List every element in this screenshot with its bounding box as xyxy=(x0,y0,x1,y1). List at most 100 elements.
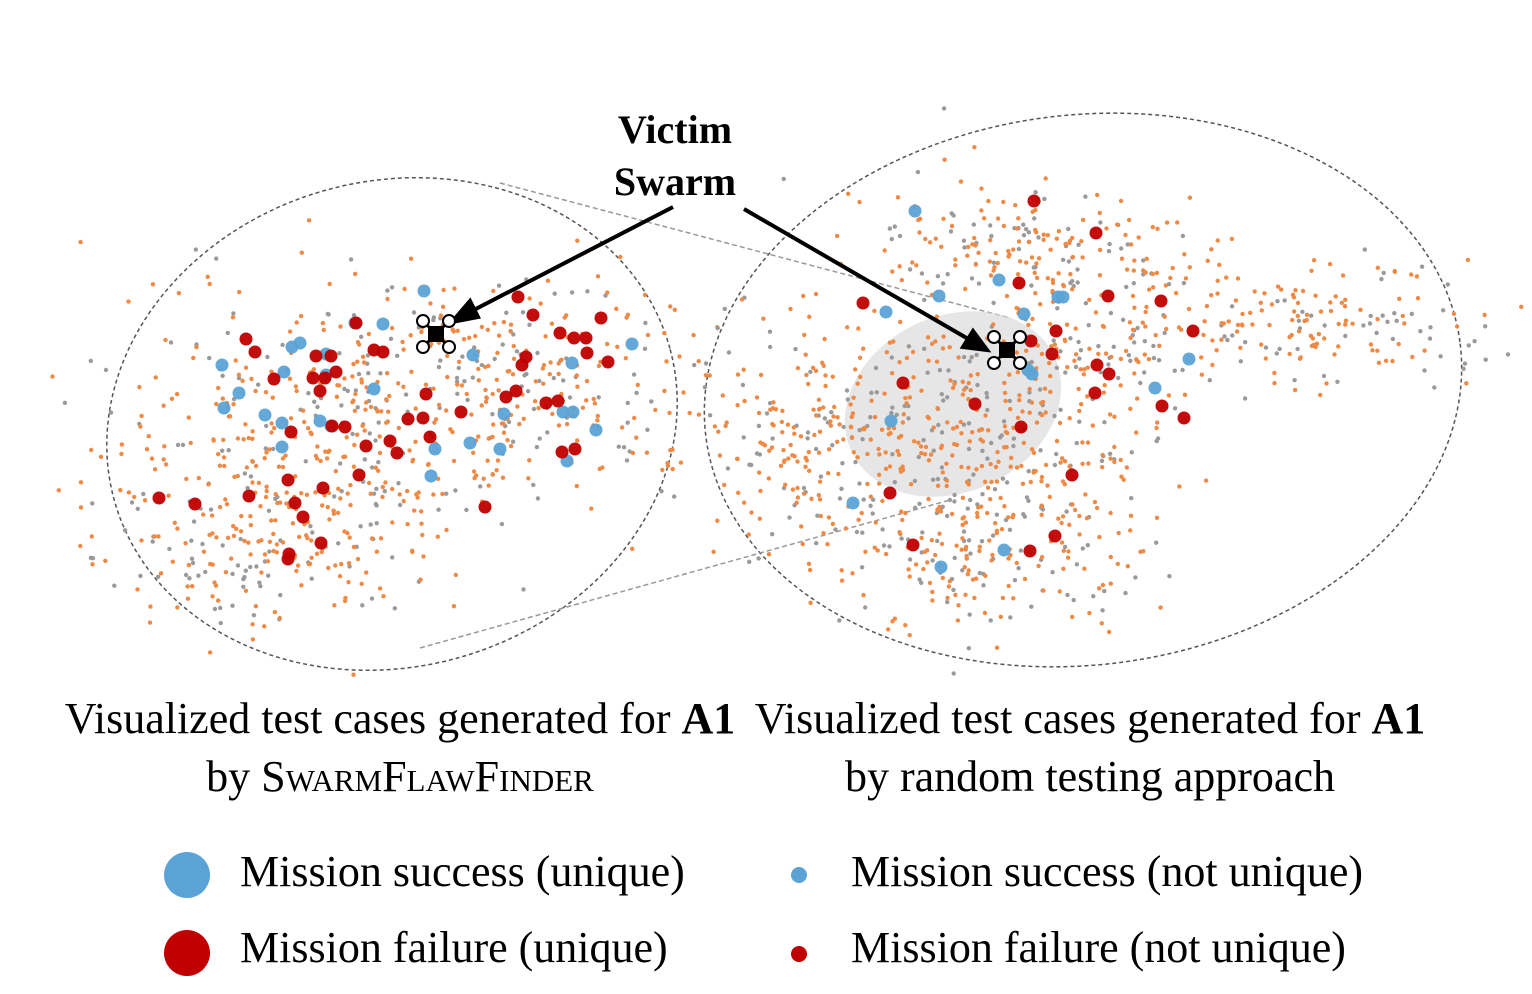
point-orange xyxy=(1087,610,1092,616)
point-orange xyxy=(965,253,970,258)
point-orange xyxy=(1118,198,1124,204)
point-orange xyxy=(788,306,793,312)
point-failure-unique xyxy=(509,384,523,398)
point-orange xyxy=(942,157,947,162)
point-orange xyxy=(1131,268,1137,273)
point-orange xyxy=(703,373,709,378)
point-gray xyxy=(643,320,648,326)
point-gray xyxy=(1483,324,1488,329)
callout-line-1: Victim xyxy=(617,107,733,152)
point-gray xyxy=(1075,267,1080,272)
point-orange xyxy=(473,333,478,339)
point-failure-unique xyxy=(318,371,332,385)
point-orange xyxy=(533,379,538,384)
point-orange xyxy=(1070,502,1075,507)
point-gray xyxy=(1151,355,1157,361)
point-orange xyxy=(363,407,368,412)
point-failure-unique xyxy=(306,371,320,385)
point-orange xyxy=(500,475,506,480)
point-orange xyxy=(1302,318,1307,324)
point-failure-unique xyxy=(526,308,540,322)
point-orange xyxy=(906,567,911,572)
point-orange xyxy=(901,412,906,417)
point-orange xyxy=(1115,561,1121,567)
point-orange xyxy=(927,580,933,586)
point-gray xyxy=(1102,588,1107,594)
point-orange xyxy=(1006,254,1011,259)
point-orange xyxy=(795,485,800,491)
point-orange xyxy=(887,464,893,469)
point-orange xyxy=(1108,554,1114,560)
point-orange xyxy=(325,504,330,510)
victim-swarm-arrows xyxy=(446,205,992,353)
point-orange xyxy=(351,544,357,550)
point-gray xyxy=(1309,313,1314,318)
left-panel-caption: Visualized test cases generated for A1 b… xyxy=(40,690,760,806)
point-gray xyxy=(492,356,497,362)
point-orange xyxy=(1324,381,1329,386)
point-orange xyxy=(556,371,561,377)
point-orange xyxy=(1116,530,1121,536)
point-orange xyxy=(362,428,367,433)
point-orange xyxy=(1187,195,1193,200)
point-orange xyxy=(580,405,586,410)
point-gray xyxy=(625,420,630,425)
point-orange xyxy=(834,233,840,239)
point-gray xyxy=(880,527,885,532)
point-gray xyxy=(1418,329,1423,334)
point-orange xyxy=(1205,258,1211,263)
point-orange xyxy=(431,386,436,391)
point-gray xyxy=(1037,387,1043,392)
point-orange xyxy=(284,501,289,506)
point-orange xyxy=(922,452,928,457)
point-success-unique xyxy=(313,414,327,428)
point-orange xyxy=(591,396,596,402)
point-orange xyxy=(1219,337,1224,342)
point-orange xyxy=(809,496,814,501)
point-orange xyxy=(778,463,784,468)
point-orange xyxy=(931,425,936,430)
point-gray xyxy=(702,385,708,390)
point-orange xyxy=(786,456,791,461)
point-gray xyxy=(371,491,377,496)
point-orange xyxy=(946,584,952,589)
point-orange xyxy=(250,637,256,642)
point-failure-unique xyxy=(267,372,281,386)
point-orange xyxy=(1210,362,1215,368)
point-orange xyxy=(1036,256,1042,261)
point-orange xyxy=(979,504,984,509)
point-orange xyxy=(979,463,985,469)
point-gray xyxy=(220,373,225,378)
point-gray xyxy=(881,543,887,548)
point-orange xyxy=(1036,563,1041,569)
point-orange xyxy=(1060,514,1066,519)
point-gray xyxy=(1116,375,1121,381)
point-orange xyxy=(806,561,812,566)
point-orange xyxy=(696,359,701,364)
point-orange xyxy=(910,260,915,265)
point-gray xyxy=(196,573,201,578)
point-gray xyxy=(1162,330,1167,336)
point-orange xyxy=(152,467,158,472)
point-gray xyxy=(747,559,752,564)
point-orange xyxy=(841,437,846,442)
point-orange xyxy=(630,546,635,551)
point-gray xyxy=(376,460,381,465)
point-orange xyxy=(352,408,358,413)
point-orange xyxy=(332,603,337,608)
point-success-unique xyxy=(934,560,948,574)
point-failure-unique xyxy=(906,538,920,552)
point-success-unique xyxy=(275,440,289,454)
point-gray xyxy=(531,406,537,412)
point-orange xyxy=(1056,271,1061,276)
point-orange xyxy=(483,399,489,404)
point-gray xyxy=(189,556,195,561)
point-orange xyxy=(1343,318,1349,323)
point-orange xyxy=(119,451,124,457)
point-orange xyxy=(415,495,420,500)
point-failure-unique xyxy=(338,420,352,434)
point-orange xyxy=(1175,220,1180,225)
point-orange xyxy=(1072,507,1078,513)
point-orange xyxy=(495,350,500,356)
point-orange xyxy=(238,529,244,534)
